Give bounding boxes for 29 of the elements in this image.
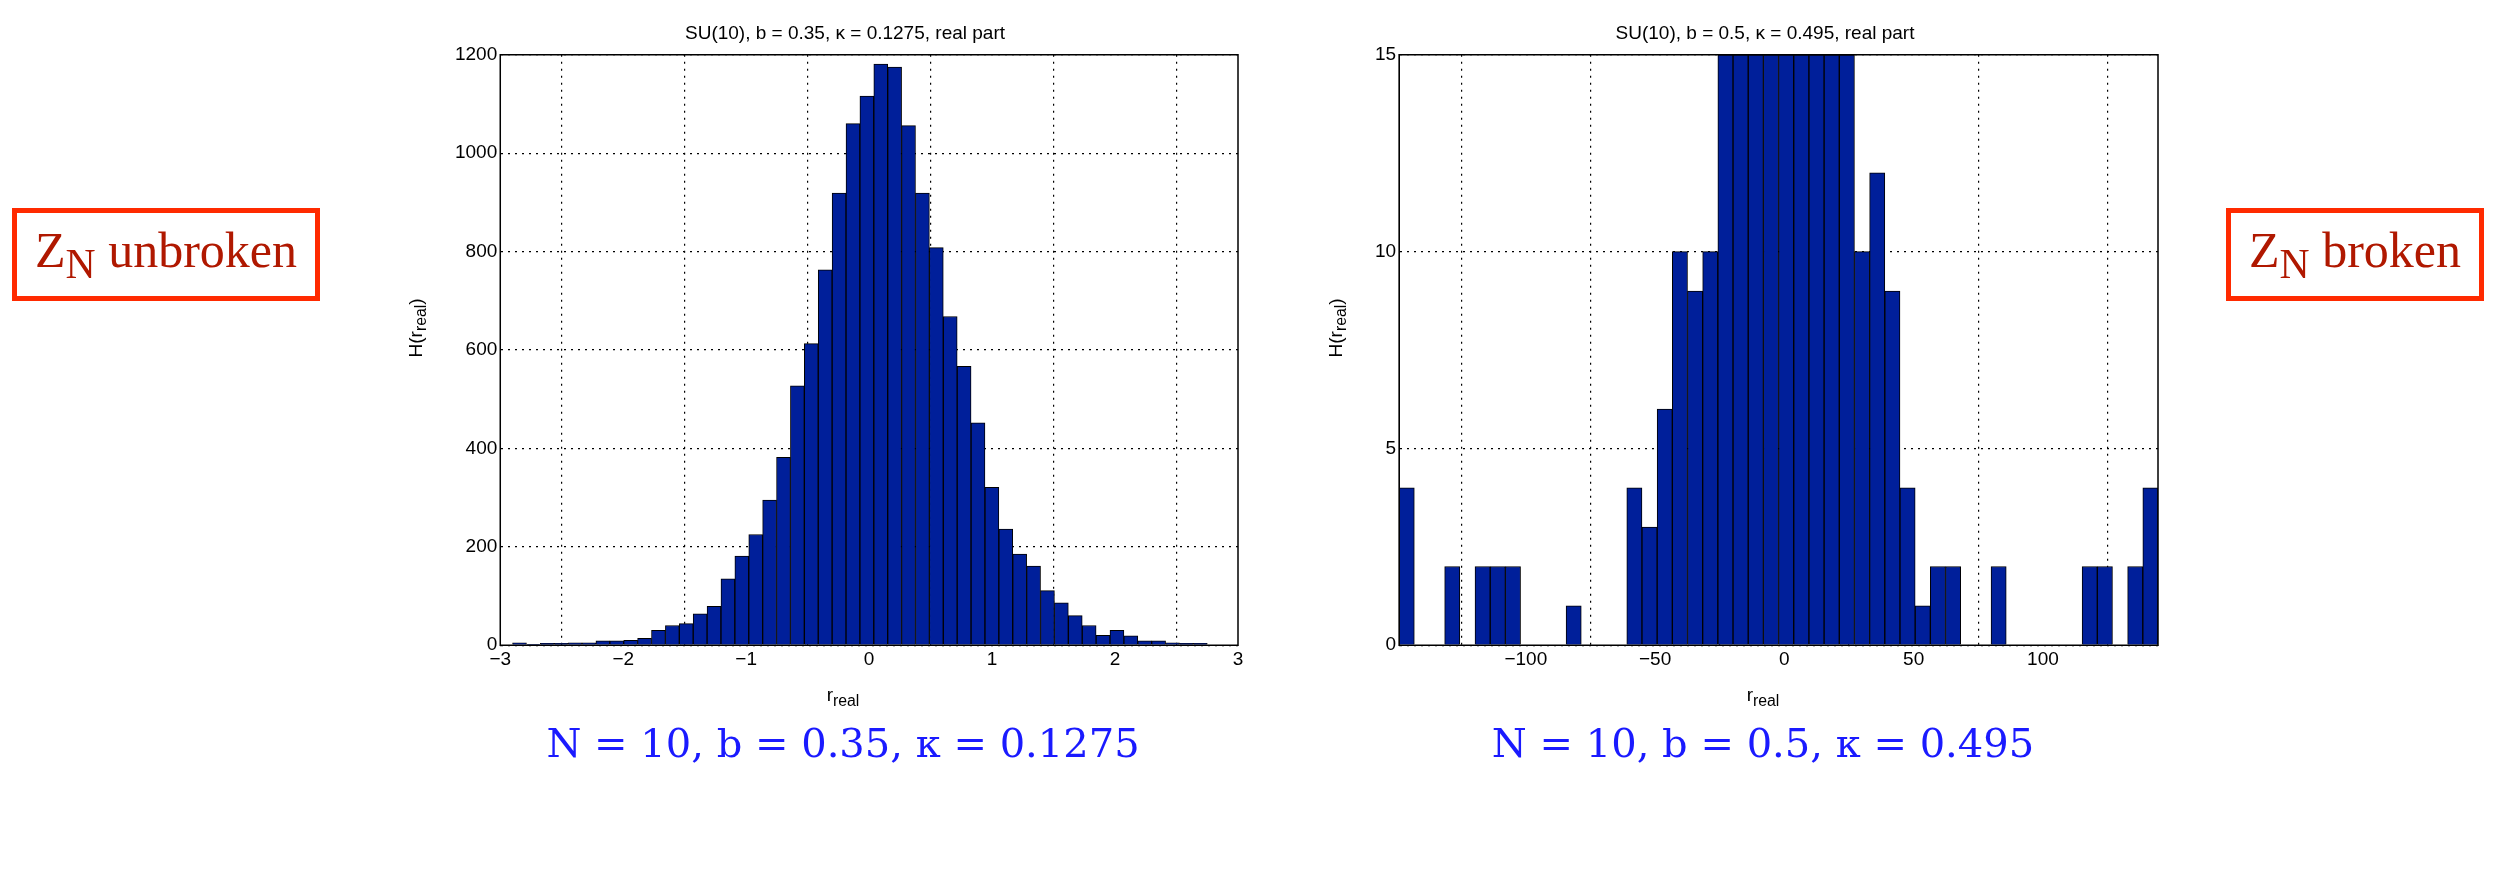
x-tick-label: 0 (863, 647, 875, 669)
y-tick-label: 1200 (454, 43, 498, 65)
x-tick-label: −1 (735, 647, 758, 669)
x-tick-label: 1 (986, 647, 998, 669)
text: N = 10, b = 0.5, κ = 0.495 (1490, 720, 2036, 766)
y-tick-label: 400 (465, 436, 498, 458)
y-tick-label: 5 (1385, 436, 1397, 458)
text: N = 10, b = 0.35, κ = 0.1275 (545, 720, 1141, 766)
x-axis-title: r$_{real}$ (1745, 684, 1781, 710)
x-tick-label: −50 (1638, 647, 1672, 669)
chart-title: SU(10), b = 0.35, κ = 0.1275, real part (684, 21, 1006, 43)
x-tick-label: 50 (1903, 647, 1925, 669)
y-tick-label: 1000 (454, 141, 498, 163)
x-tick-label: −2 (612, 647, 635, 669)
x-tick-label: 2 (1109, 647, 1121, 669)
y-tick-label: 600 (465, 338, 498, 360)
chart-title: SU(10), b = 0.5, κ = 0.495, real part (1615, 21, 1916, 43)
x-axis-title: r$_{real}$ (825, 684, 861, 710)
y-tick-label: 800 (465, 239, 498, 261)
y-tick-label: 15 (1374, 43, 1397, 65)
x-tick-label: 100 (2027, 647, 2059, 669)
y-tick-label: 200 (465, 535, 498, 557)
x-tick-label: −100 (1504, 647, 1548, 669)
x-tick-label: 3 (1232, 647, 1244, 669)
text: Z$_{N}$ unbroken (12, 208, 320, 301)
y-tick-label: 10 (1374, 239, 1397, 261)
y-tick-label: 0 (1385, 633, 1397, 655)
x-tick-label: 0 (1779, 647, 1790, 669)
text: Z$_{N}$ broken (2226, 208, 2484, 301)
